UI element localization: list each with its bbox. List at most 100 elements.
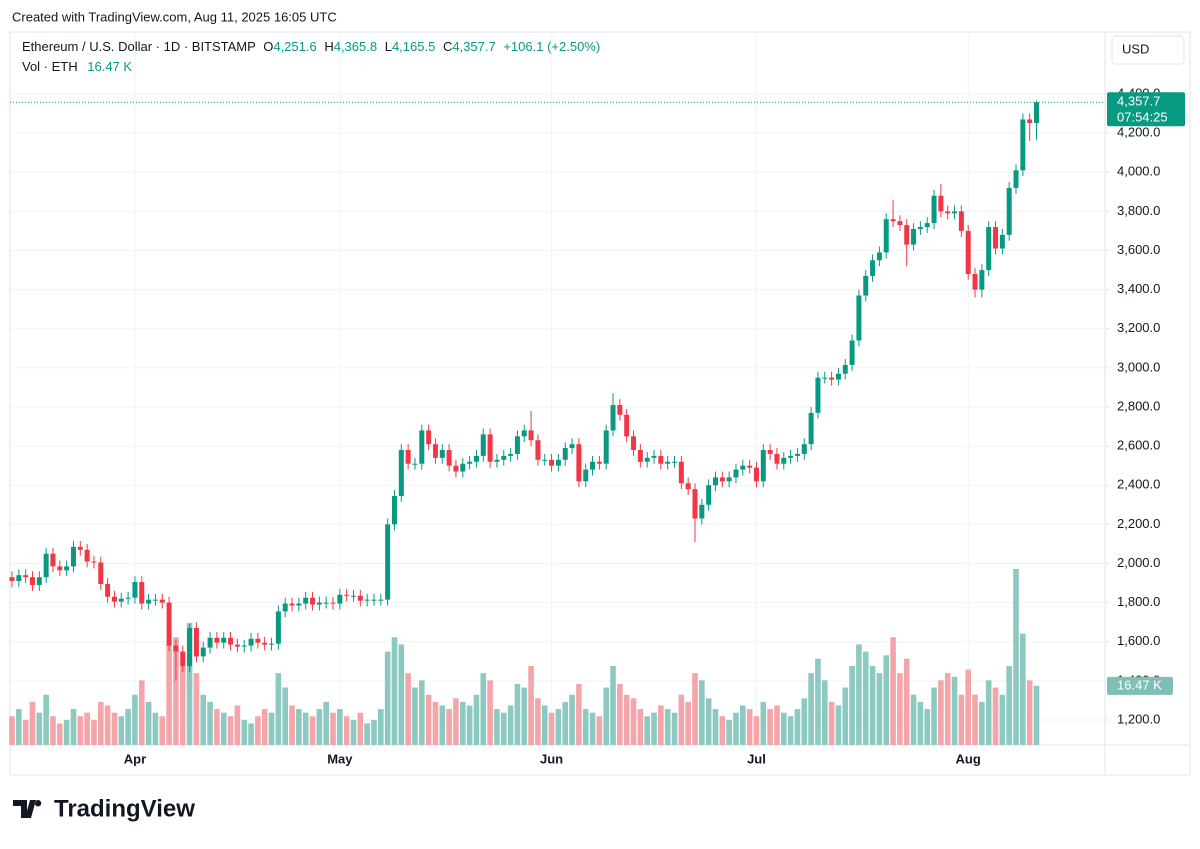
candle-body: [555, 459, 561, 466]
volume-bar: [220, 712, 227, 745]
volume-bar: [535, 698, 541, 745]
open-key: O: [263, 39, 273, 54]
candle-body: [351, 595, 356, 597]
y-tick-label: 3,600.0: [1117, 242, 1160, 257]
volume-bar: [248, 723, 254, 745]
candle-body: [856, 295, 862, 341]
candle-body: [1027, 119, 1033, 124]
candle-body: [719, 477, 725, 482]
candle-body: [357, 595, 363, 601]
volume-bar: [268, 712, 275, 745]
volume-bar: [391, 637, 398, 745]
volume-bar: [692, 673, 698, 745]
candle-body: [965, 230, 971, 274]
volume-bar: [432, 701, 439, 745]
volume-bar: [944, 673, 951, 745]
candle-body: [234, 644, 240, 647]
high-key: H: [324, 39, 333, 54]
candle-body: [576, 444, 582, 482]
volume-bar: [179, 665, 186, 745]
volume-bar: [104, 705, 111, 745]
y-tick-label: 4,200.0: [1117, 125, 1160, 140]
credit: Created with TradingView.com, Aug 11, 20…: [12, 9, 337, 24]
candle-body: [111, 596, 117, 602]
volume-bar: [576, 683, 582, 745]
volume-bar: [234, 705, 241, 745]
x-tick-label: Jun: [540, 751, 563, 766]
candle-body: [993, 227, 999, 249]
y-tick-label: 3,000.0: [1117, 359, 1160, 374]
candle-body: [255, 638, 261, 643]
volume-bar: [138, 680, 145, 745]
candle-body: [337, 594, 343, 604]
candle-body: [275, 611, 281, 644]
brand-name: TradingView: [54, 795, 195, 822]
candle-body: [740, 465, 746, 470]
volume-bar: [309, 716, 316, 745]
volume-bar: [487, 680, 493, 745]
candle-body: [16, 575, 22, 582]
legend-ohlc: Ethereum / U.S. Dollar · 1D · BITSTAMP O…: [22, 39, 600, 54]
candle-body: [214, 637, 220, 643]
volume-bar: [330, 712, 336, 745]
last-price-label: 4,357.7: [1117, 94, 1160, 109]
candle-body: [781, 457, 787, 464]
volume-bar: [849, 665, 855, 745]
volume-bar: [862, 651, 869, 745]
volume-bar: [733, 712, 739, 745]
volume-bar: [699, 680, 705, 745]
currency[interactable]: USD: [1122, 41, 1149, 56]
candle-body: [439, 450, 445, 458]
volume-bar: [794, 709, 801, 745]
volume-bar: [282, 687, 288, 745]
volume-bar: [801, 698, 808, 745]
volume-bar: [596, 716, 603, 745]
volume-bar: [371, 719, 377, 745]
high-value: 4,365.8: [334, 39, 377, 54]
candle-body: [248, 638, 254, 646]
volume-bar: [910, 694, 917, 745]
candle-body: [822, 377, 828, 379]
volume-bar: [364, 723, 370, 745]
candle-body: [999, 234, 1005, 249]
candle-body: [316, 602, 322, 605]
currency-button[interactable]: [1111, 35, 1185, 65]
candle-body: [514, 436, 520, 454]
volume-bar: [658, 705, 664, 745]
candle-body: [610, 405, 616, 431]
volume-bar: [29, 701, 36, 745]
volume-bar: [302, 712, 309, 745]
candle-body: [426, 430, 432, 445]
candle-body: [986, 227, 992, 271]
volume-bar: [719, 716, 726, 745]
volume-bar: [343, 716, 350, 745]
volume-bar: [521, 687, 528, 745]
candle-body: [419, 430, 425, 464]
candle-body: [870, 260, 876, 276]
volume-bar: [337, 709, 343, 745]
candle-body: [132, 582, 138, 598]
volume-bar: [9, 716, 15, 745]
y-tick-label: 1,200.0: [1117, 711, 1160, 726]
volume-bar: [36, 712, 43, 745]
y-tick-label: 1,800.0: [1117, 594, 1160, 609]
volume-bar: [514, 683, 521, 745]
volume-bar: [712, 709, 719, 745]
candle-body: [70, 546, 76, 567]
volume-bar: [623, 694, 630, 745]
candle-body: [152, 599, 158, 601]
candle-body: [487, 434, 493, 462]
candle-body: [303, 597, 309, 604]
candle-body: [159, 599, 165, 603]
volume-bar: [924, 709, 931, 745]
candle-body: [952, 211, 958, 214]
candle-body: [473, 455, 479, 462]
candle-body: [446, 450, 452, 466]
candle-body: [958, 211, 964, 231]
volume-bar: [1026, 680, 1033, 745]
volume-bar: [500, 712, 507, 745]
candle-body: [125, 597, 131, 599]
volume-bar: [1006, 665, 1012, 745]
candle-body: [207, 637, 213, 648]
volume-bar: [856, 644, 862, 745]
